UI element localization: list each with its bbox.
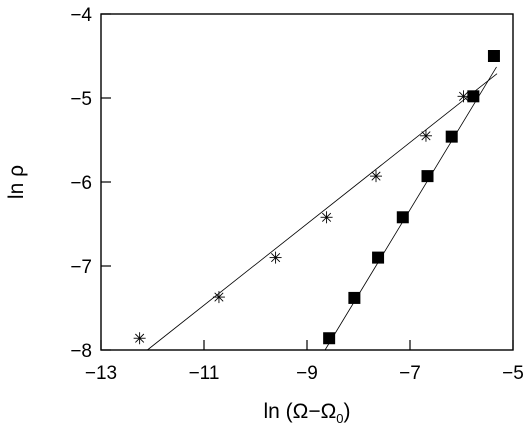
x-tick-label: −5	[502, 363, 524, 384]
x-tick-label: −11	[189, 363, 220, 384]
fit-line-2	[324, 66, 497, 351]
square-point	[445, 130, 458, 143]
fit-line-1	[147, 73, 498, 351]
plot-frame	[100, 13, 514, 351]
y-tick-label: −4	[70, 5, 92, 26]
asterisk-stroke	[214, 292, 224, 302]
square-point	[348, 291, 361, 304]
asterisk-point	[370, 170, 383, 183]
asterisk-stroke	[371, 171, 381, 181]
x-tick-label: −9	[296, 363, 318, 384]
square-point	[323, 332, 336, 345]
asterisk-stroke	[322, 212, 332, 222]
asterisk-stroke	[271, 253, 281, 263]
asterisk-stroke	[421, 131, 431, 141]
y-axis-label: ln ρ	[5, 165, 28, 199]
x-tick-label: −7	[399, 363, 421, 384]
tick-labels: −13 −11 −9 −7 −5 −8 −7 −6 −5 −4	[70, 5, 524, 384]
y-tick-label: −6	[70, 173, 92, 194]
fit-lines	[147, 66, 498, 351]
square-point	[467, 90, 480, 103]
asterisk-point	[320, 211, 333, 224]
asterisk-stroke	[458, 91, 469, 101]
x-tick-label: −13	[85, 363, 117, 384]
y-tick-label: −8	[70, 341, 92, 362]
asterisk-point	[212, 291, 225, 304]
y-tick-label: −7	[70, 257, 92, 278]
data-markers	[133, 50, 500, 345]
asterisk-point	[419, 129, 432, 142]
asterisk-point	[133, 332, 146, 345]
square-point	[421, 170, 434, 183]
square-point	[372, 251, 385, 264]
x-axis-label: ln (Ω−Ω0)	[263, 400, 350, 426]
square-point	[487, 50, 500, 62]
y-tick-label: −5	[70, 89, 92, 110]
asterisk-stroke	[135, 333, 145, 343]
asterisk-point	[269, 251, 282, 264]
axis-ticks	[100, 13, 514, 351]
square-point	[396, 211, 409, 224]
